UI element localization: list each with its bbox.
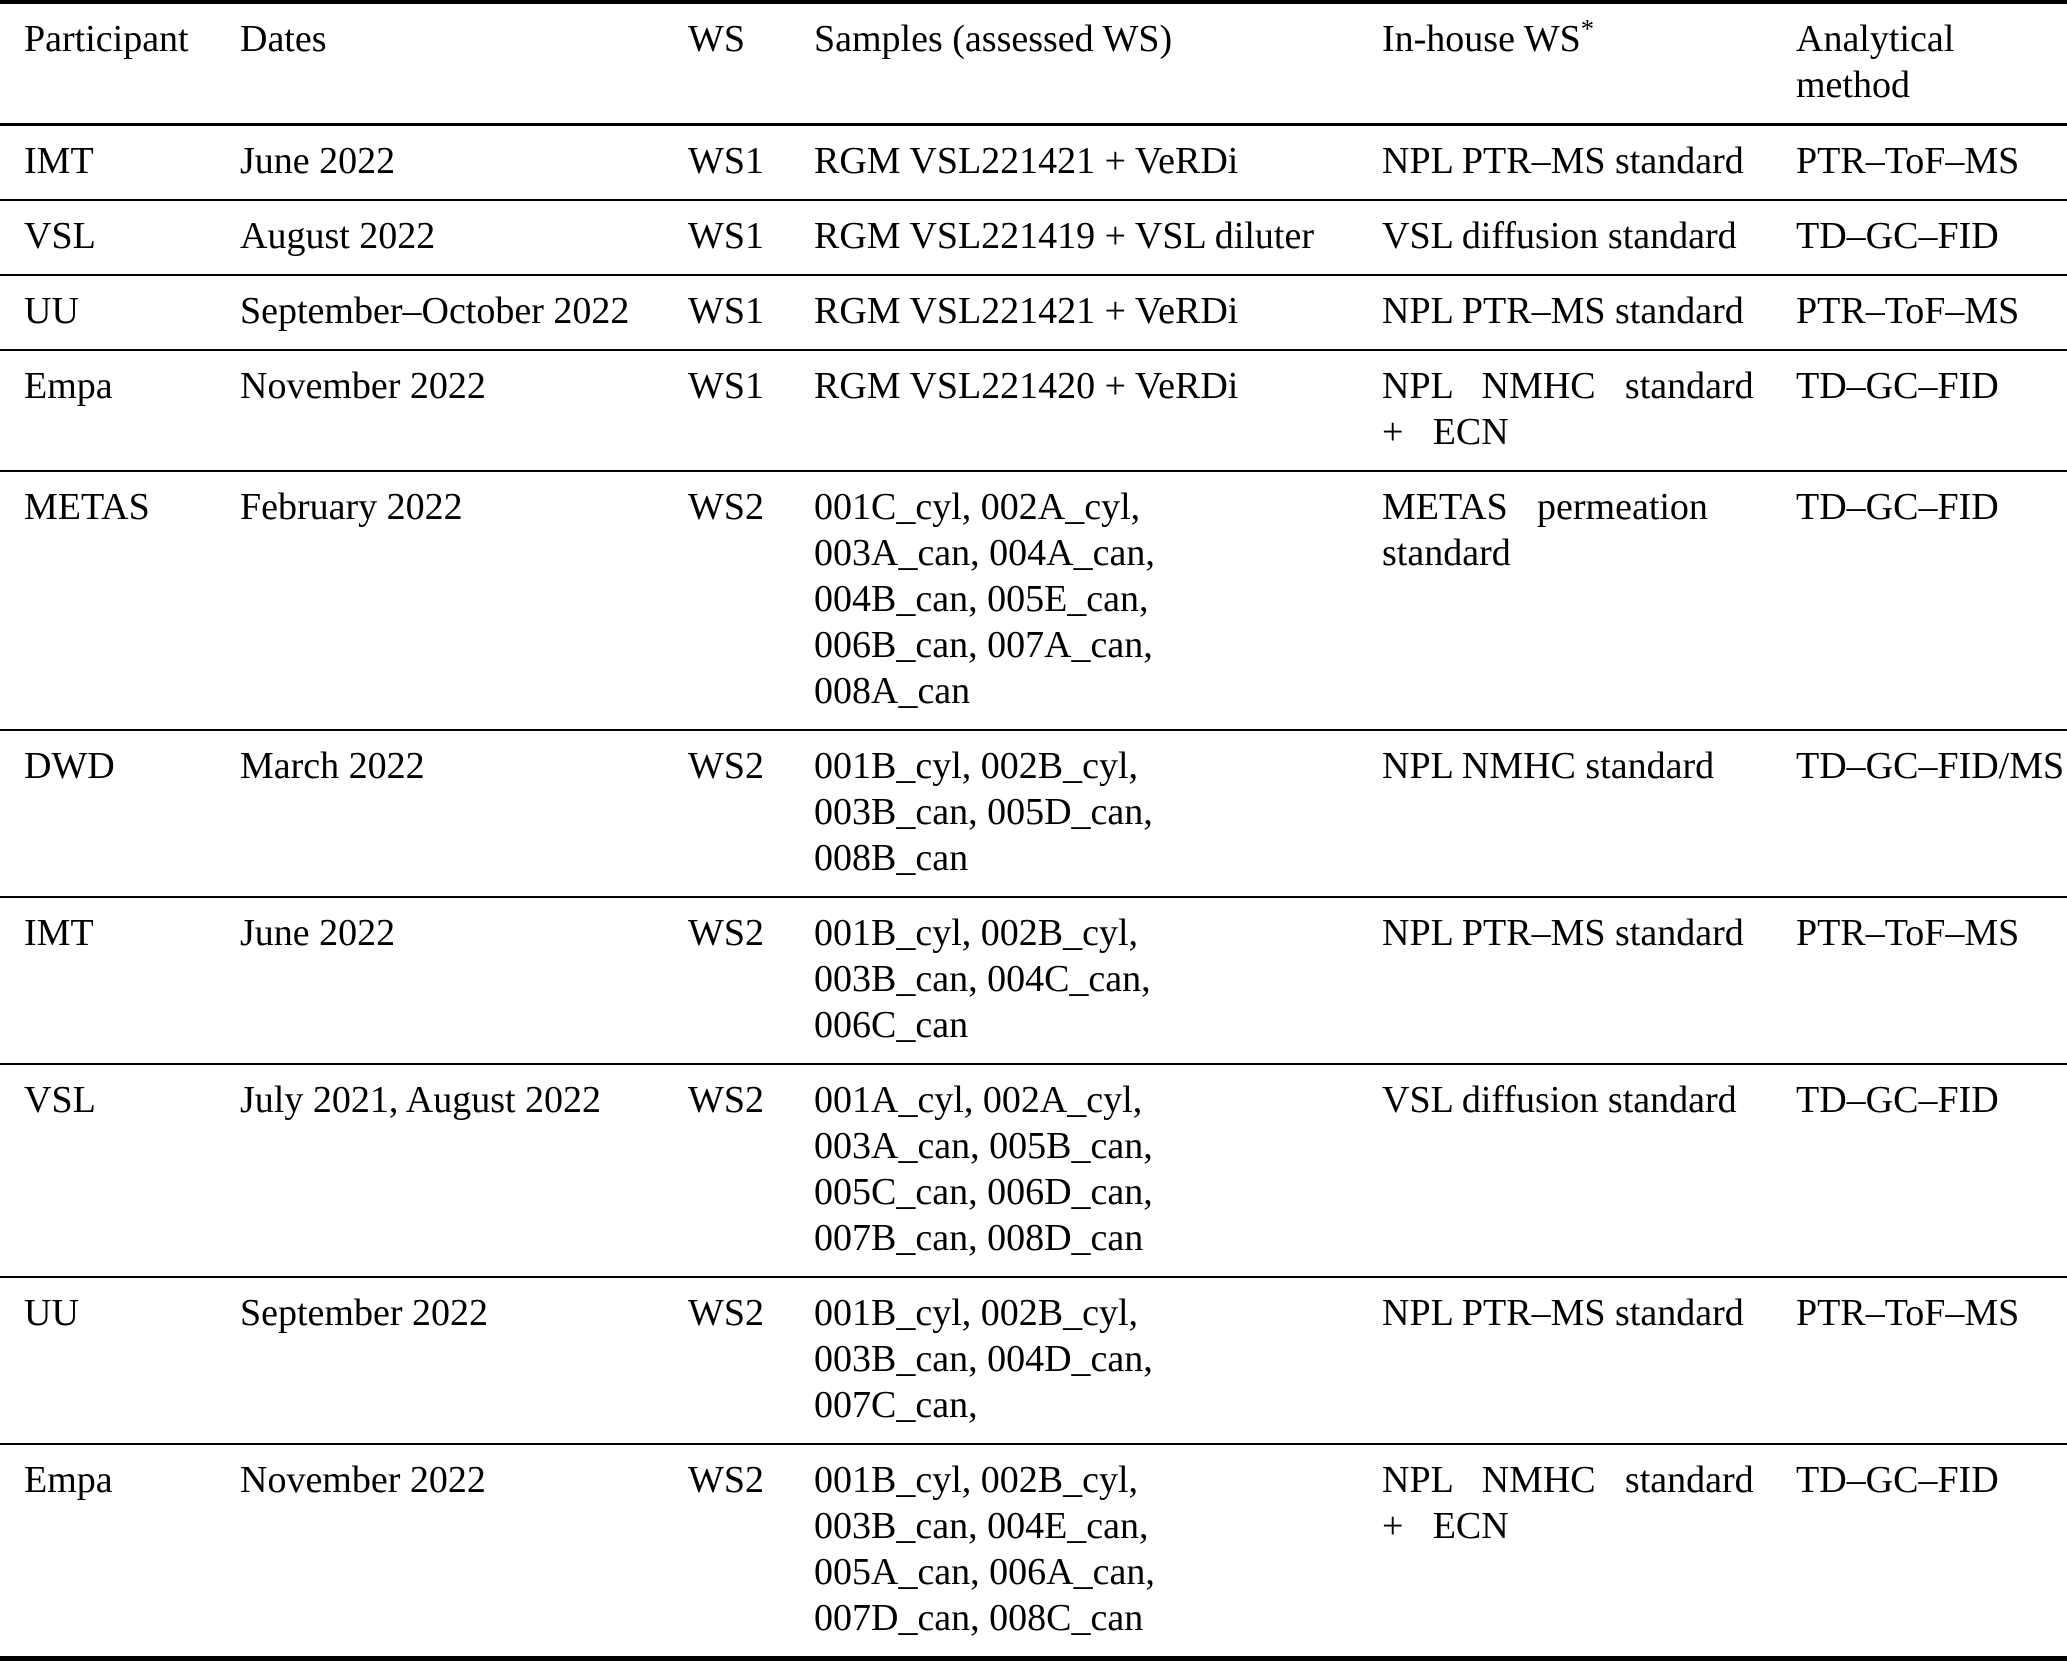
cell-samples: RGM VSL221419 + VSL diluter [814,215,1314,257]
cell-method: PTR–ToF–MS [1796,912,2020,954]
cell-inhouse: VSL diffusion standard [1382,1079,1737,1121]
cell-method: PTR–ToF–MS [1796,1292,2020,1334]
cell-participant: Empa [24,365,113,407]
table-row-vsl-ws2: VSL July 2021, August 2022 WS2 001A_cyl, 00… [0,1064,2067,1277]
column-header-participant: Participant [24,18,189,60]
cell-inhouse: NPL NMHC standard + ECN [1382,1459,1754,1547]
table-row-metas-ws2: METAS February 2022 WS2 001C_cyl, 002A_cyl,… [0,471,2067,730]
cell-participant: IMT [24,912,94,954]
cell-dates: June 2022 [240,140,396,182]
cell-dates: September–October 2022 [240,290,630,332]
cell-samples: 001B_cyl, 002B_cyl, 003B_can, 005D_can, … [814,745,1153,879]
table-row-imt-ws1: IMT June 2022 WS1 RGM VSL221421 + VeRDi NPL … [0,125,2067,200]
cell-samples: RGM VSL221421 + VeRDi [814,290,1239,332]
cell-participant: DWD [24,745,115,787]
cell-participant: IMT [24,140,94,182]
cell-ws: WS2 [688,912,764,954]
cell-ws: WS1 [688,365,764,407]
cell-participant: Empa [24,1459,113,1501]
cell-inhouse: NPL PTR–MS standard [1382,1292,1744,1334]
column-header-samples: Samples (assessed WS) [814,18,1173,60]
column-header-ws: WS [688,18,745,60]
cell-dates: July 2021, August 2022 [240,1079,602,1121]
cell-dates: November 2022 [240,365,486,407]
table-row-uu-ws1: UU September–October 2022 WS1 RGM VSL221421… [0,275,2067,350]
cell-dates: September 2022 [240,1292,489,1334]
cell-participant: VSL [24,1079,96,1121]
table-row-vsl-ws1: VSL August 2022 WS1 RGM VSL221419 + VSL dil… [0,200,2067,275]
cell-samples: 001B_cyl, 002B_cyl, 003B_can, 004E_can, … [814,1459,1155,1639]
table-row-uu-ws2: UU September 2022 WS2 001B_cyl, 002B_cyl, 0… [0,1277,2067,1444]
cell-participant: UU [24,290,79,332]
cell-dates: June 2022 [240,912,396,954]
cell-inhouse: NPL PTR–MS standard [1382,912,1744,954]
cell-ws: WS1 [688,215,764,257]
cell-method: TD–GC–FID [1796,1459,1999,1501]
cell-samples: RGM VSL221420 + VeRDi [814,365,1239,407]
cell-ws: WS2 [688,486,764,528]
table-body: IMT June 2022 WS1 RGM VSL221421 + VeRDi NPL … [0,125,2067,1659]
cell-method: TD–GC–FID [1796,215,1999,257]
cell-dates: November 2022 [240,1459,486,1501]
column-header-dates: Dates [240,18,327,60]
cell-method: PTR–ToF–MS [1796,290,2020,332]
cell-ws: WS2 [688,745,764,787]
cell-samples: RGM VSL221421 + VeRDi [814,140,1239,182]
column-header-inhouse: In-house WS* [1382,13,1595,60]
cell-ws: WS2 [688,1459,764,1501]
cell-method: TD–GC–FID/MS [1796,745,2065,787]
cell-ws: WS2 [688,1292,764,1334]
footnote-marker: * [1580,13,1595,44]
cell-dates: February 2022 [240,486,463,528]
cell-samples: 001A_cyl, 002A_cyl, 003A_can, 005B_can, … [814,1079,1153,1259]
cell-inhouse: NPL NMHC standard [1382,745,1715,787]
cell-samples: 001C_cyl, 002A_cyl, 003A_can, 004A_can, … [814,486,1155,712]
cell-samples: 001B_cyl, 002B_cyl, 003B_can, 004D_can, … [814,1292,1153,1426]
cell-participant: UU [24,1292,79,1334]
table-row-imt-ws2: IMT June 2022 WS2 001B_cyl, 002B_cyl, 003B_… [0,897,2067,1064]
cell-method: TD–GC–FID [1796,486,1999,528]
column-header-method: Analytical method [1796,18,1955,106]
cell-inhouse: NPL NMHC standard + ECN [1382,365,1754,453]
cell-samples: 001B_cyl, 002B_cyl, 003B_can, 004C_can, … [814,912,1151,1046]
cell-ws: WS1 [688,290,764,332]
table-row-empa-ws2: Empa November 2022 WS2 001B_cyl, 002B_cyl, … [0,1444,2067,1659]
table-row-dwd-ws2: DWD March 2022 WS2 001B_cyl, 002B_cyl, 003B… [0,730,2067,897]
cell-inhouse: METAS permeation standard [1382,486,1708,574]
cell-inhouse: VSL diffusion standard [1382,215,1737,257]
cell-dates: August 2022 [240,215,436,257]
cell-method: TD–GC–FID [1796,1079,1999,1121]
cell-ws: WS2 [688,1079,764,1121]
cell-participant: METAS [24,486,150,528]
table-header-row: Participant Dates WS Samples (assessed WS) I… [0,2,2067,125]
cell-method: TD–GC–FID [1796,365,1999,407]
cell-ws: WS1 [688,140,764,182]
table-row-empa-ws1: Empa November 2022 WS1 RGM VSL221420 + VeRD… [0,350,2067,471]
cell-method: PTR–ToF–MS [1796,140,2020,182]
cell-inhouse: NPL PTR–MS standard [1382,290,1744,332]
cell-inhouse: NPL PTR–MS standard [1382,140,1744,182]
cell-dates: March 2022 [240,745,425,787]
cell-participant: VSL [24,215,96,257]
